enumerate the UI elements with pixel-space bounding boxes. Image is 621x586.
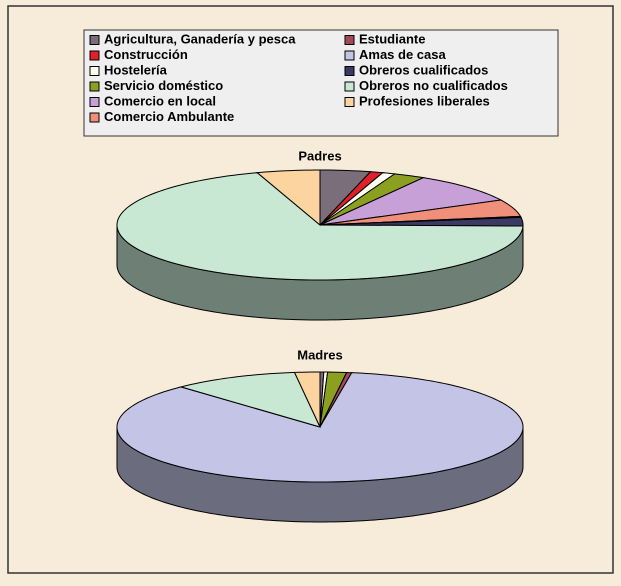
legend-swatch xyxy=(90,98,99,107)
legend-label: Obreros cualificados xyxy=(359,62,488,77)
legend-label: Hostelería xyxy=(104,62,168,77)
legend-swatch xyxy=(90,51,99,60)
legend-label: Comercio en local xyxy=(104,93,216,108)
legend-label: Construcción xyxy=(104,47,188,62)
legend-swatch xyxy=(345,36,354,45)
legend-label: Profesiones liberales xyxy=(359,93,490,108)
legend-swatch xyxy=(90,113,99,122)
legend-swatch xyxy=(345,67,354,76)
pie-title: Padres xyxy=(298,148,341,163)
legend-swatch xyxy=(90,82,99,91)
legend-label: Obreros no cualificados xyxy=(359,78,508,93)
legend-swatch xyxy=(90,36,99,45)
legend-swatch xyxy=(345,51,354,60)
legend-label: Servicio doméstico xyxy=(104,78,223,93)
legend-swatch xyxy=(345,82,354,91)
legend-swatch xyxy=(90,67,99,76)
legend-label: Amas de casa xyxy=(359,47,446,62)
legend-label: Agricultura, Ganadería y pesca xyxy=(104,31,296,46)
legend-swatch xyxy=(345,98,354,107)
legend-label: Estudiante xyxy=(359,31,425,46)
legend-label: Comercio Ambulante xyxy=(104,109,234,124)
pie-title: Madres xyxy=(297,347,343,362)
